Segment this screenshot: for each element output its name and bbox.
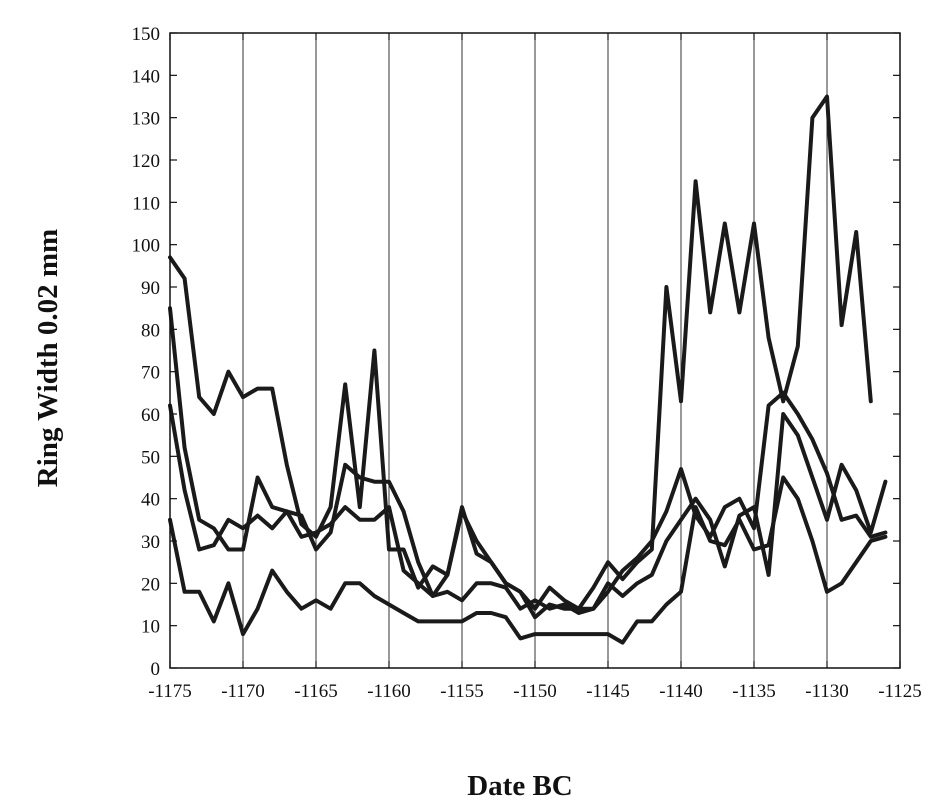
- y-tick-labels: 0 10 20 30 40 50 60 70 80 90 100 110 120 130 140 150: [132, 24, 161, 680]
- y-axis-title: Ring Width 0.02 mm: [32, 229, 64, 487]
- y-tick-label: 40: [141, 490, 160, 511]
- x-tick-labels: -1175 -1170 -1165 -1160 -1155 -1150 -1145 -1140…: [148, 681, 922, 702]
- series-lines: [168, 94, 888, 645]
- x-tick-label: -1130: [805, 681, 849, 702]
- vertical-gridlines: [242, 33, 828, 668]
- x-tick-label: -1165: [294, 681, 338, 702]
- y-tick-label: 140: [132, 66, 161, 87]
- x-axis-title: Date BC: [467, 770, 573, 802]
- x-tick-label: -1160: [367, 681, 411, 702]
- series-line-3: [168, 403, 888, 615]
- y-tick-label: 90: [141, 278, 160, 299]
- y-tick-label: 100: [132, 236, 161, 257]
- series-line-1: [168, 94, 873, 611]
- axis-ticks: [169, 32, 901, 669]
- y-tick-label: 50: [141, 447, 160, 468]
- y-tick-label: 20: [141, 574, 160, 595]
- y-tick-label: 130: [132, 109, 161, 130]
- x-tick-label: -1170: [221, 681, 265, 702]
- y-tick-label: 110: [132, 193, 160, 214]
- x-tick-label: -1175: [148, 681, 192, 702]
- y-tick-label: 80: [141, 320, 160, 341]
- x-tick-label: -1140: [659, 681, 703, 702]
- x-tick-label: -1145: [586, 681, 630, 702]
- x-tick-label: -1135: [732, 681, 776, 702]
- y-tick-label: 60: [141, 405, 160, 426]
- y-tick-label: 120: [132, 151, 161, 172]
- x-tick-label: -1150: [513, 681, 557, 702]
- y-tick-label: 0: [151, 659, 161, 680]
- y-tick-label: 70: [141, 363, 160, 384]
- x-tick-label: -1125: [878, 681, 922, 702]
- y-tick-label: 150: [132, 24, 161, 45]
- x-tick-label: -1155: [440, 681, 484, 702]
- y-tick-label: 10: [141, 617, 160, 638]
- series-line-4: [168, 475, 888, 645]
- y-tick-label: 30: [141, 532, 160, 553]
